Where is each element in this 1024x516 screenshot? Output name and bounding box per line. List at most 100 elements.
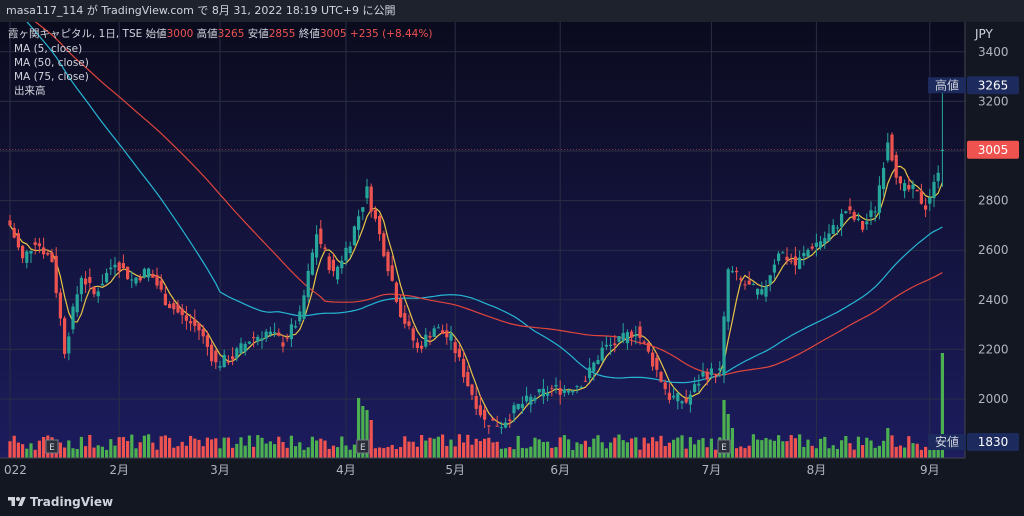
high-marker-value-bg [967, 76, 1019, 95]
volume-bar [525, 448, 529, 458]
low-marker-label-bg [928, 434, 966, 450]
volume-bar [520, 447, 524, 458]
candle-body [205, 335, 209, 347]
volume-bar [243, 445, 247, 458]
volume-bar [222, 437, 226, 458]
volume-bar [201, 446, 205, 458]
candle-body [907, 184, 911, 190]
candle-body [877, 185, 881, 213]
volume-bar [100, 446, 104, 458]
candle-body [201, 329, 205, 337]
candle-body [407, 321, 411, 326]
volume-bar [411, 441, 415, 458]
candle-body [516, 403, 520, 410]
candle-body [315, 234, 319, 258]
candle-body [403, 313, 407, 324]
candle-body [428, 335, 432, 338]
candle-body [659, 371, 663, 382]
volume-bar [554, 447, 558, 458]
candle-body [453, 342, 457, 354]
candle-body [441, 330, 445, 334]
candle-body [541, 388, 545, 397]
volume-bar [823, 436, 827, 458]
legend-indicator: MA (75, close) [14, 71, 89, 83]
candle-body [25, 251, 29, 263]
volume-bar [768, 439, 772, 458]
volume-bar [701, 438, 705, 458]
candle-body [445, 330, 449, 338]
candle-body [239, 343, 243, 354]
volume-bar [638, 449, 642, 458]
legend-indicator: MA (5, close) [14, 43, 82, 55]
volume-bar [751, 434, 755, 458]
volume-bar [474, 438, 478, 458]
price-tick-label: 2800 [978, 194, 1009, 208]
candle-body [625, 332, 629, 344]
footer-bar: TradingView [0, 489, 1024, 516]
candle-body [751, 283, 755, 285]
candle-body [210, 344, 214, 362]
volume-bar [58, 442, 62, 458]
price-axis[interactable]: 20002200240026002800300032003400 [964, 22, 1024, 489]
candle-body [852, 212, 856, 220]
volume-bar [617, 434, 621, 458]
tradingview-logo-icon[interactable] [8, 495, 26, 509]
price-tick-label: 3400 [978, 45, 1009, 59]
candle-body [520, 403, 524, 409]
high-marker-label: 高値 [935, 77, 959, 92]
time-axis[interactable]: 022 2月 3月 4月 5月 6月 7月 8月 9月 [0, 457, 965, 489]
volume-bar [806, 439, 810, 458]
last-price-marker-value: 3005 [978, 143, 1009, 157]
candle-body [226, 361, 230, 363]
candle-body [323, 247, 327, 250]
candle-body [512, 405, 516, 414]
volume-bar [29, 443, 33, 458]
candle-body [470, 384, 474, 395]
volume-bar [810, 445, 814, 458]
candle-body [113, 264, 117, 268]
volume-bar [310, 436, 314, 458]
candle-body [672, 395, 676, 398]
candle-body [924, 205, 928, 210]
volume-bar [428, 437, 432, 458]
plot-area [0, 22, 965, 458]
candle-body [37, 243, 41, 247]
volume-bar [533, 437, 537, 458]
volume-bar [583, 440, 587, 458]
candle-body [684, 398, 688, 403]
volume-bar [361, 406, 365, 458]
volume-bar [877, 445, 881, 458]
legend-ohlc-value: 3005 [320, 28, 347, 40]
volume-bar [252, 446, 256, 458]
volume-bar [844, 436, 848, 458]
candle-body [235, 348, 239, 358]
volume-bar [609, 442, 613, 458]
time-tick-label: 8月 [807, 463, 827, 477]
volume-bar [840, 440, 844, 458]
volume-bar [184, 445, 188, 458]
price-markers: 高値 3265 3005 安値 1830 [928, 76, 1019, 451]
volume-bar [835, 448, 839, 458]
volume-bar [277, 436, 281, 458]
time-tick-label: 7月 [702, 463, 722, 477]
volume-bar [865, 437, 869, 458]
candle-body [483, 409, 487, 420]
volume-bar [571, 449, 575, 458]
last-price-marker-value-bg [967, 140, 1019, 159]
candle-body [33, 242, 37, 245]
candle-body [42, 247, 46, 255]
volume-bar [781, 441, 785, 458]
candle-body [798, 257, 802, 269]
volume-bar [302, 449, 306, 458]
candle-body [567, 390, 571, 393]
candle-body [638, 326, 642, 338]
volume-bar [12, 435, 16, 458]
volume-bar [63, 447, 67, 458]
candle-body [646, 342, 650, 352]
price-chart[interactable]: E E E 2000 2200 2400 2600 2800 3000 3200 3400 022… [0, 22, 1024, 489]
volume-bar [315, 440, 319, 458]
volume-bar [84, 446, 88, 458]
volume-bar [386, 446, 390, 458]
volume-bar [33, 449, 37, 458]
volume-bar [928, 449, 932, 458]
